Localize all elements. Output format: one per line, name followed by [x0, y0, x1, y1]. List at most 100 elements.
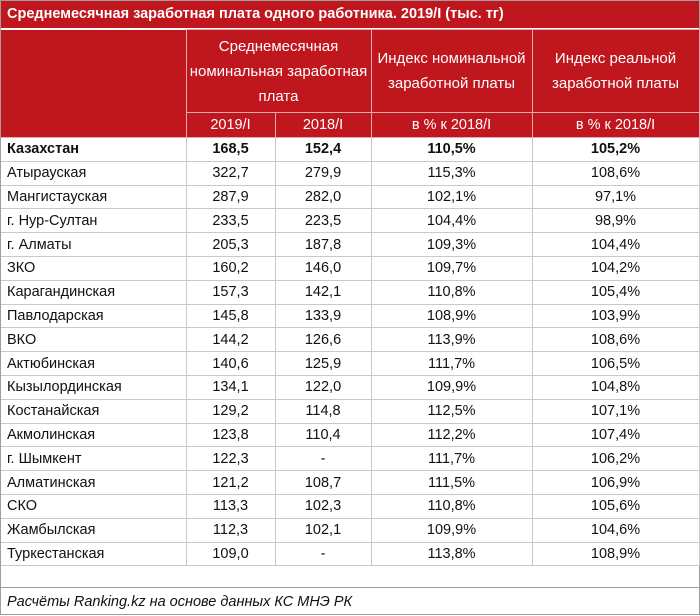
region-name-cell: Алматинская — [1, 470, 187, 495]
salary-2019-cell: 145,8 — [186, 304, 276, 329]
table-header: Среднемесячная номинальная заработная пл… — [1, 29, 700, 138]
salary-2019-cell: 157,3 — [186, 280, 276, 305]
index-real-cell: 108,6% — [532, 327, 700, 353]
region-name-cell: Туркестанская — [1, 542, 187, 567]
index-nominal-cell: 112,5% — [371, 399, 533, 424]
salary-2018-cell: 142,1 — [275, 280, 372, 305]
region-name-cell: ЗКО — [1, 256, 187, 281]
index-real-cell: 107,4% — [532, 423, 700, 448]
salary-2018-cell: 133,9 — [275, 304, 372, 329]
region-name-cell: СКО — [1, 494, 187, 519]
table-row: Казахстан 168,5 152,4 110,5% 105,2% — [1, 137, 700, 162]
table-row: г. Алматы 205,3 187,8 109,3% 104,4% — [1, 232, 700, 257]
salary-2018-cell: 114,8 — [275, 399, 372, 424]
region-name-cell: Акмолинская — [1, 423, 187, 448]
table-row: Актюбинская 140,6 125,9 111,7% 106,5% — [1, 351, 700, 376]
table-row: Туркестанская 109,0-113,8% 108,9% — [1, 542, 700, 567]
salary-table: Среднемесячная номинальная заработная пл… — [1, 29, 700, 567]
salary-2019-cell: 205,3 — [186, 232, 276, 257]
index-real-cell: 106,5% — [532, 351, 700, 376]
salary-2019-cell: 123,8 — [186, 423, 276, 448]
region-name-cell: Павлодарская — [1, 304, 187, 329]
index-nominal-cell: 104,4% — [371, 208, 533, 234]
region-name-cell: Карагандинская — [1, 280, 187, 305]
index-real-cell: 103,9% — [532, 304, 700, 329]
salary-2019-cell: 112,3 — [186, 518, 276, 543]
region-name-cell: Актюбинская — [1, 351, 187, 376]
index-nominal-cell: 115,3% — [371, 161, 533, 186]
index-nominal-cell: 102,1% — [371, 185, 533, 210]
region-name-cell: ВКО — [1, 327, 187, 353]
table-row: Акмолинская 123,8 110,4 112,2% 107,4% — [1, 423, 700, 448]
salary-2018-cell: 187,8 — [275, 232, 372, 257]
salary-2019-cell: 168,5 — [186, 137, 276, 162]
salary-2019-cell: 122,3 — [186, 446, 276, 472]
salary-2019-cell: 109,0 — [186, 542, 276, 567]
salary-2018-cell: 282,0 — [275, 185, 372, 210]
header-sub-2019: 2019/I — [185, 112, 276, 138]
index-nominal-cell: 110,5% — [371, 137, 533, 162]
salary-2018-cell: 126,6 — [275, 327, 372, 353]
index-real-cell: 98,9% — [532, 208, 700, 234]
table-row: Жамбылская 112,3 102,1 109,9% 104,6% — [1, 518, 700, 543]
header-sub-index-nominal: в % к 2018/I — [370, 112, 533, 138]
salary-2019-cell: 134,1 — [186, 375, 276, 400]
table-row: ВКО 144,2 126,6 113,9% 108,6% — [1, 327, 700, 353]
salary-2019-cell: 233,5 — [186, 208, 276, 234]
index-real-cell: 97,1% — [532, 185, 700, 210]
index-nominal-cell: 113,8% — [371, 542, 533, 567]
table-row: Карагандинская 157,3 142,1 110,8% 105,4% — [1, 280, 700, 305]
index-nominal-cell: 108,9% — [371, 304, 533, 329]
salary-2018-cell: 102,3 — [275, 494, 372, 519]
index-real-cell: 105,6% — [532, 494, 700, 519]
header-sub-2018: 2018/I — [274, 112, 372, 138]
salary-2018-cell: 152,4 — [275, 137, 372, 162]
salary-2019-cell: 121,2 — [186, 470, 276, 495]
salary-2018-cell: 102,1 — [275, 518, 372, 543]
index-real-cell: 104,2% — [532, 256, 700, 281]
index-nominal-cell: 110,8% — [371, 280, 533, 305]
index-nominal-cell: 111,5% — [371, 470, 533, 495]
salary-2019-cell: 129,2 — [186, 399, 276, 424]
header-sub-index-real: в % к 2018/I — [531, 112, 700, 138]
index-real-cell: 107,1% — [532, 399, 700, 424]
region-name-cell: Костанайская — [1, 399, 187, 424]
salary-2019-cell: 140,6 — [186, 351, 276, 376]
header-region-blank — [1, 29, 187, 138]
salary-2019-cell: 287,9 — [186, 185, 276, 210]
region-name-cell: г. Нур-Султан — [1, 208, 187, 234]
region-name-cell: г. Шымкент — [1, 446, 187, 472]
index-nominal-cell: 109,9% — [371, 518, 533, 543]
header-index-nominal: Индекс номинальной заработной платы — [370, 29, 533, 113]
table-row: Алматинская 121,2 108,7 111,5% 106,9% — [1, 470, 700, 495]
salary-2019-cell: 144,2 — [186, 327, 276, 353]
region-name-cell: Казахстан — [1, 137, 187, 162]
salary-2018-cell: 125,9 — [275, 351, 372, 376]
index-real-cell: 108,9% — [532, 542, 700, 567]
table-body: Казахстан 168,5 152,4 110,5% 105,2% Атырауска… — [1, 137, 700, 567]
index-nominal-cell: 109,7% — [371, 256, 533, 281]
table-title: Среднемесячная заработная плата одного р… — [1, 1, 699, 29]
index-nominal-cell: 109,3% — [371, 232, 533, 257]
salary-2018-cell: 223,5 — [275, 208, 372, 234]
index-real-cell: 108,6% — [532, 161, 700, 186]
salary-2018-cell: - — [275, 446, 372, 472]
table-row: г. Шымкент 122,3-111,7% 106,2% — [1, 446, 700, 472]
salary-2018-cell: 279,9 — [275, 161, 372, 186]
salary-2018-cell: 122,0 — [275, 375, 372, 400]
salary-2018-cell: 146,0 — [275, 256, 372, 281]
source-note: Расчёты Ranking.kz на основе данных КС М… — [1, 587, 699, 615]
table-row: Костанайская 129,2 114,8 112,5% 107,1% — [1, 399, 700, 424]
region-name-cell: Атырауская — [1, 161, 187, 186]
index-nominal-cell: 109,9% — [371, 375, 533, 400]
region-name-cell: Жамбылская — [1, 518, 187, 543]
table-row: Павлодарская 145,8 133,9 108,9% 103,9% — [1, 304, 700, 329]
header-nominal-salary: Среднемесячная номинальная заработная пл… — [185, 29, 372, 113]
header-index-real: Индекс реальной заработной платы — [531, 29, 700, 113]
index-real-cell: 105,2% — [532, 137, 700, 162]
salary-2018-cell: - — [275, 542, 372, 567]
table-row: Атырауская 322,7 279,9 115,3% 108,6% — [1, 161, 700, 186]
table-row: Мангистауская 287,9 282,0 102,1% 97,1% — [1, 185, 700, 210]
salary-2019-cell: 322,7 — [186, 161, 276, 186]
